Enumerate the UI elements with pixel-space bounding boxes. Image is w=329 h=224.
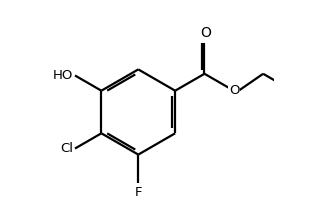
Text: F: F <box>135 186 142 199</box>
Text: HO: HO <box>53 69 73 82</box>
Text: Cl: Cl <box>60 142 73 155</box>
Text: O: O <box>200 26 211 40</box>
Text: O: O <box>229 84 239 97</box>
